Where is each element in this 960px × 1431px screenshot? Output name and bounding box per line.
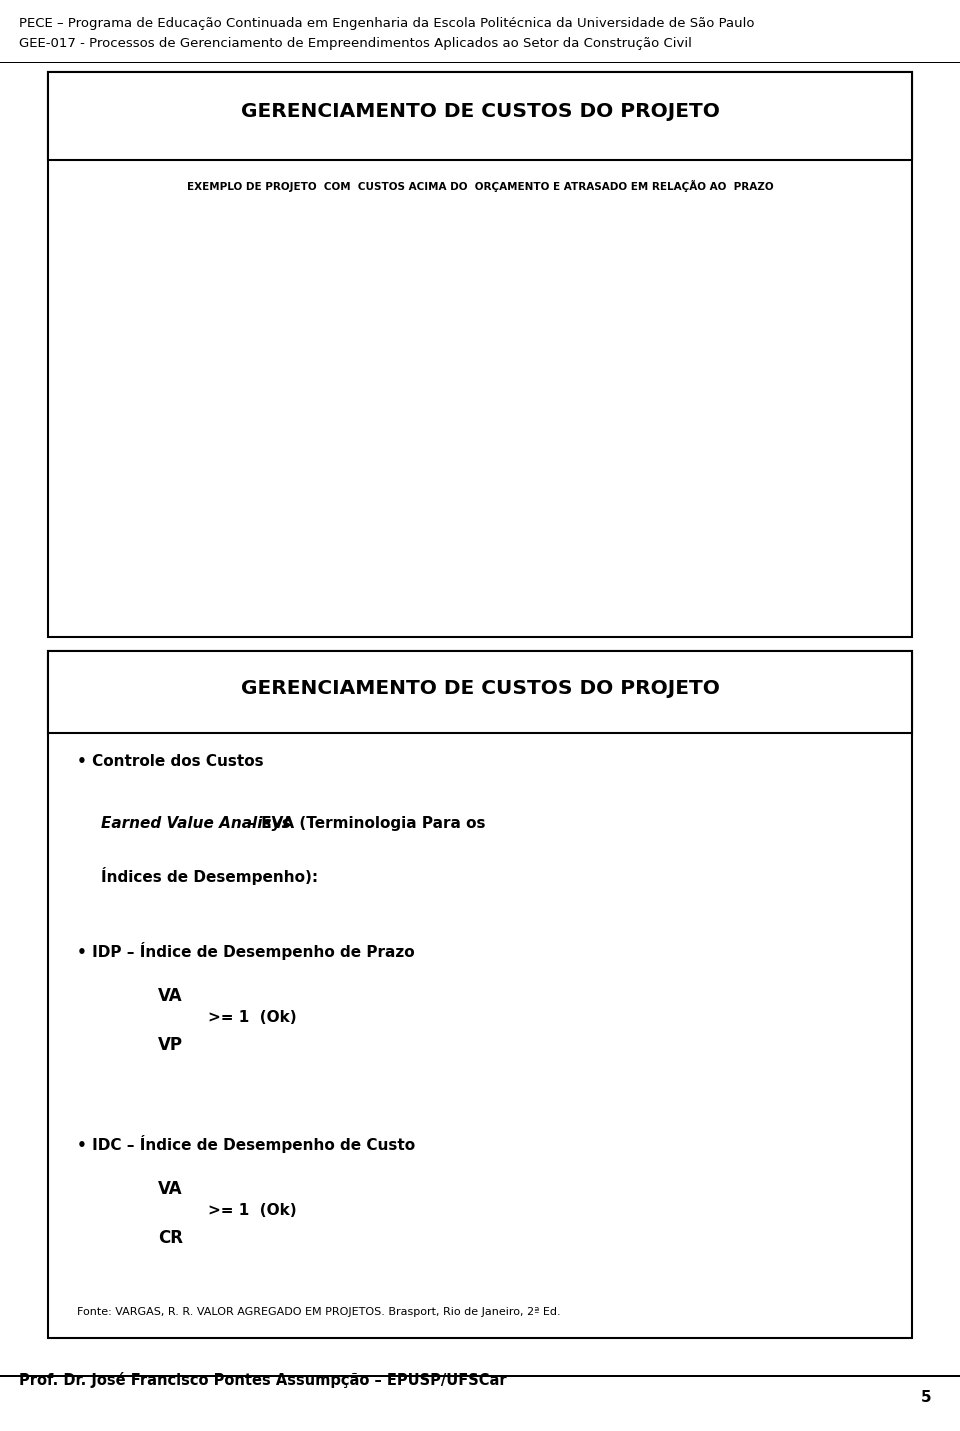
Text: VC = VA- CR: VC = VA- CR [791,353,861,363]
Text: Fonte: VARGAS, R. R. VALOR AGREGADO EM PROJETOS. Brasport, Rio de Janeiro, 2ª Ed: Fonte: VARGAS, R. R. VALOR AGREGADO EM P… [77,1307,561,1317]
Text: • IDP – Índice de Desempenho de Prazo: • IDP – Índice de Desempenho de Prazo [77,942,415,960]
Text: GERENCIAMENTO DE CUSTOS DO PROJETO: GERENCIAMENTO DE CUSTOS DO PROJETO [241,102,719,122]
Text: CR: CR [158,1229,183,1248]
Text: >= 1  (Ok): >= 1 (Ok) [208,1010,297,1025]
Text: GEE-017 - Processos de Gerenciamento de Empreendimentos Aplicados ao Setor da Co: GEE-017 - Processos de Gerenciamento de … [19,37,692,50]
Text: ORÇAMENTO NO
TÉRMINO - ONT: ORÇAMENTO NO TÉRMINO - ONT [686,269,782,292]
Text: Nível de Custo: Nível de Custo [54,328,66,428]
Text: TV - OBTIDO GRAFICAMENTE: TV - OBTIDO GRAFICAMENTE [352,617,509,627]
Text: PECE – Programa de Educação Continuada em Engenharia da Escola Politécnica da Un: PECE – Programa de Educação Continuada e… [19,17,755,30]
Text: – EVA (Terminologia Para os: – EVA (Terminologia Para os [243,816,486,830]
Text: VALOR AGREGADO - VA): VALOR AGREGADO - VA) [464,454,602,464]
Text: VALOR PLANEJADO - VP: VALOR PLANEJADO - VP [485,353,621,363]
Text: 5: 5 [921,1391,931,1405]
Text: VP: VP [158,1036,183,1055]
Text: Índices de Desempenho):: Índices de Desempenho): [101,867,318,886]
Text: Prof. Dr. José Francisco Pontes Assumpção – EPUSP/UFSCar: Prof. Dr. José Francisco Pontes Assumpçã… [19,1372,507,1388]
Text: • Controle dos Custos: • Controle dos Custos [77,754,263,768]
Text: VA: VA [158,986,183,1005]
Text: Earned Value Analisys: Earned Value Analisys [101,816,291,830]
Text: CUSTO REAL – CR: CUSTO REAL – CR [333,260,434,270]
Text: • IDC – Índice de Desempenho de Custo: • IDC – Índice de Desempenho de Custo [77,1135,415,1153]
Text: VA: VA [158,1179,183,1198]
Text: >= 1  (Ok): >= 1 (Ok) [208,1203,297,1218]
Text: GERENCIAMENTO DE CUSTOS DO PROJETO: GERENCIAMENTO DE CUSTOS DO PROJETO [241,678,719,698]
Text: EXEMPLO DE PROJETO  COM  CUSTOS ACIMA DO  ORÇAMENTO E ATRASADO EM RELAÇÃO AO  PR: EXEMPLO DE PROJETO COM CUSTOS ACIMA DO O… [186,180,774,192]
